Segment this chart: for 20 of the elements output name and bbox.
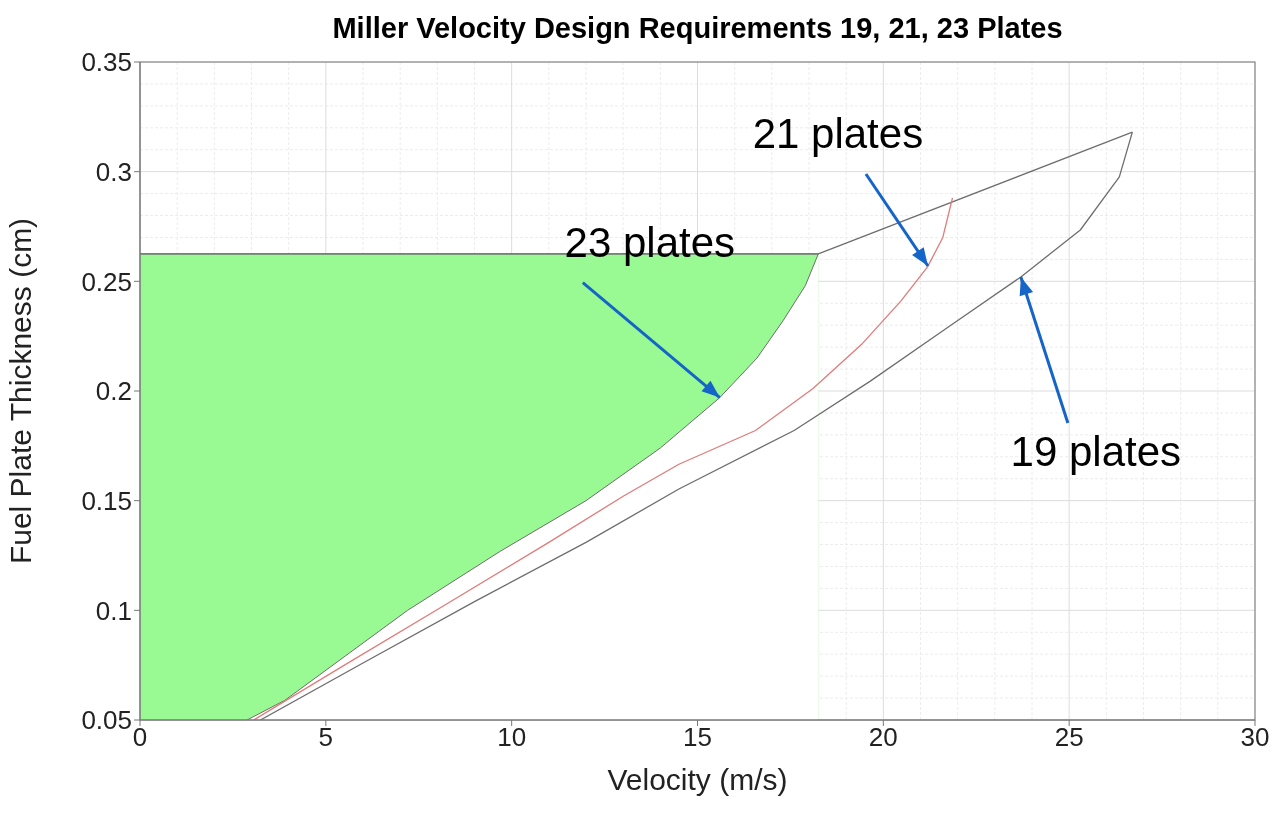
y-tick-label: 0.35 (81, 47, 132, 78)
y-tick-label: 0.15 (81, 485, 132, 516)
x-tick-label: 5 (318, 722, 334, 753)
annotation: 21 plates (752, 110, 924, 158)
annotation: 23 plates (564, 218, 736, 266)
chart-title: Miller Velocity Design Requirements 19, 21, 23 Plates (331, 12, 1064, 45)
y-tick-label: 0.25 (81, 266, 132, 297)
x-tick-label: 15 (683, 722, 712, 753)
x-axis-title: Velocity (m/s) (607, 763, 788, 796)
y-tick-label: 0.2 (95, 376, 132, 407)
x-tick-label: 20 (868, 722, 898, 753)
y-tick-label: 0.1 (95, 595, 132, 626)
x-tick-label: 10 (497, 722, 527, 753)
y-tick-label: 0.05 (81, 705, 132, 736)
x-tick-label: 0 (132, 722, 148, 753)
x-tick-label: 25 (1054, 722, 1084, 753)
annotation: 19 plates (1010, 428, 1182, 476)
x-tick-label: 30 (1240, 722, 1270, 753)
y-tick-label: 0.3 (95, 156, 132, 187)
y-axis-title: Fuel Plate Thickness (cm) (3, 217, 37, 565)
